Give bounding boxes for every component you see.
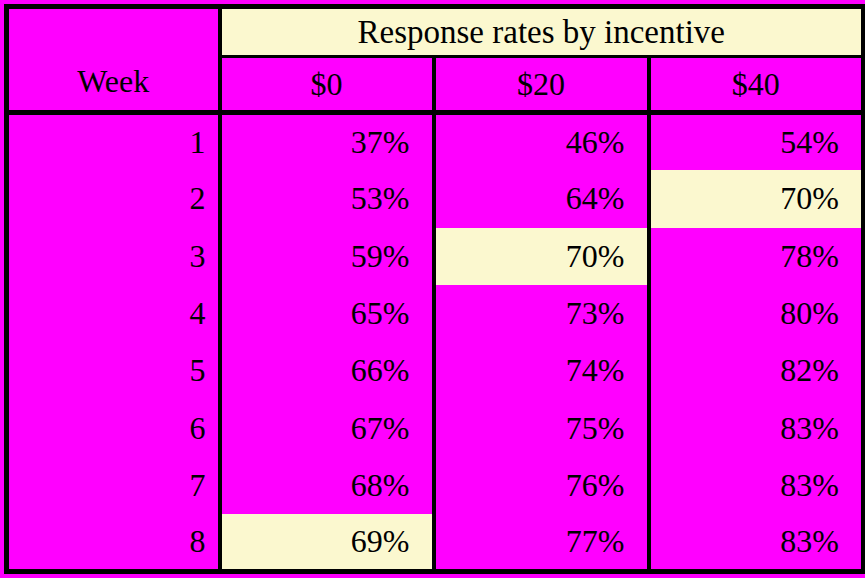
table-row: 667%75%83% (7, 400, 864, 457)
page-background: Week Response rates by incentive $0 $20 … (0, 0, 865, 578)
table-row: 768%76%83% (7, 457, 864, 514)
week-number-cell: 4 (7, 285, 220, 342)
value-cell: 73% (434, 285, 649, 342)
table-row: 465%73%80% (7, 285, 864, 342)
value-cell: 46% (434, 113, 649, 170)
value-cell: 53% (220, 170, 434, 227)
value-cell: 76% (434, 457, 649, 514)
value-cell: 37% (220, 113, 434, 170)
column-header-20-dollar: $20 (434, 57, 649, 113)
value-cell: 59% (220, 228, 434, 285)
week-number-cell: 7 (7, 457, 220, 514)
table-title: Response rates by incentive (220, 7, 864, 57)
week-number-cell: 8 (7, 514, 220, 571)
value-cell: 66% (220, 342, 434, 399)
response-rates-table: Week Response rates by incentive $0 $20 … (4, 4, 865, 574)
value-cell: 74% (434, 342, 649, 399)
week-number-cell: 6 (7, 400, 220, 457)
table-row: 137%46%54% (7, 113, 864, 170)
table-body: 137%46%54%253%64%70%359%70%78%465%73%80%… (7, 113, 864, 572)
value-cell: 65% (220, 285, 434, 342)
value-cell: 83% (649, 457, 864, 514)
table-row: 253%64%70% (7, 170, 864, 227)
title-row: Week Response rates by incentive (7, 7, 864, 57)
week-number-cell: 2 (7, 170, 220, 227)
week-number-cell: 1 (7, 113, 220, 170)
value-cell: 68% (220, 457, 434, 514)
value-cell-highlighted: 69% (220, 514, 434, 571)
week-number-cell: 3 (7, 228, 220, 285)
value-cell-highlighted: 70% (434, 228, 649, 285)
value-cell: 83% (649, 400, 864, 457)
week-number-cell: 5 (7, 342, 220, 399)
value-cell: 67% (220, 400, 434, 457)
value-cell: 77% (434, 514, 649, 571)
column-header-40-dollar: $40 (649, 57, 864, 113)
value-cell: 83% (649, 514, 864, 571)
table-row: 359%70%78% (7, 228, 864, 285)
week-column-header: Week (7, 7, 220, 113)
value-cell: 54% (649, 113, 864, 170)
value-cell: 64% (434, 170, 649, 227)
value-cell: 80% (649, 285, 864, 342)
value-cell-highlighted: 70% (649, 170, 864, 227)
value-cell: 75% (434, 400, 649, 457)
table-row: 566%74%82% (7, 342, 864, 399)
value-cell: 82% (649, 342, 864, 399)
column-header-0-dollar: $0 (220, 57, 434, 113)
table-row: 869%77%83% (7, 514, 864, 571)
value-cell: 78% (649, 228, 864, 285)
